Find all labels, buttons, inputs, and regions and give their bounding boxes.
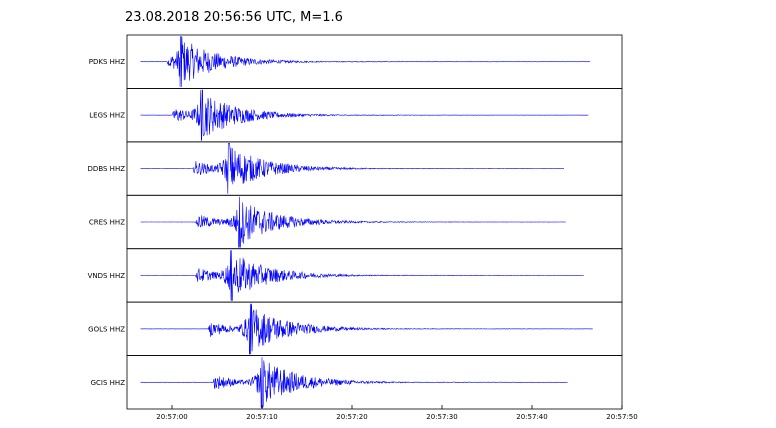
waveform-line — [140, 357, 568, 408]
waveform-line — [140, 36, 591, 87]
trace-label: VNDS HHZ — [88, 272, 126, 280]
trace-panel: GCIS HHZ — [91, 355, 623, 410]
trace-label: GCIS HHZ — [91, 379, 126, 387]
waveform-line — [140, 89, 589, 141]
trace-label: GOLS HHZ — [88, 325, 125, 333]
x-tick-label: 20:57:50 — [606, 413, 637, 421]
trace-panel: CRES HHZ — [89, 194, 623, 250]
trace-panel: LEGS HHZ — [89, 88, 623, 143]
waveform-line — [140, 196, 566, 248]
trace-label: PDKS HHZ — [89, 58, 125, 66]
waveform-line — [140, 303, 593, 355]
trace-label: DDBS HHZ — [88, 165, 126, 173]
x-tick-label: 20:57:10 — [246, 413, 277, 421]
trace-panel: GOLS HHZ — [88, 301, 623, 356]
chart-title: 23.08.2018 20:56:56 UTC, M=1.6 — [125, 10, 343, 25]
trace-label: LEGS HHZ — [89, 112, 125, 120]
trace-panel: DDBS HHZ — [88, 141, 623, 196]
trace-panel-frame — [126, 355, 623, 410]
waveform-line — [140, 250, 584, 301]
x-tick-label: 20:57:00 — [156, 413, 187, 421]
x-tick-label: 20:57:30 — [426, 413, 457, 421]
trace-label: CRES HHZ — [89, 219, 125, 227]
trace-panel: VNDS HHZ — [88, 248, 623, 303]
trace-panels: PDKS HHZ LEGS HHZ DDBS HHZ CRES HHZ VNDS HHZ… — [88, 34, 623, 410]
trace-panel: PDKS HHZ — [89, 34, 623, 89]
x-tick-label: 20:57:40 — [516, 413, 547, 421]
waveform-line — [140, 143, 564, 194]
x-tick-label: 20:57:20 — [336, 413, 367, 421]
x-axis: 20:57:00 20:57:10 20:57:20 20:57:30 20:57:40… — [156, 405, 638, 421]
